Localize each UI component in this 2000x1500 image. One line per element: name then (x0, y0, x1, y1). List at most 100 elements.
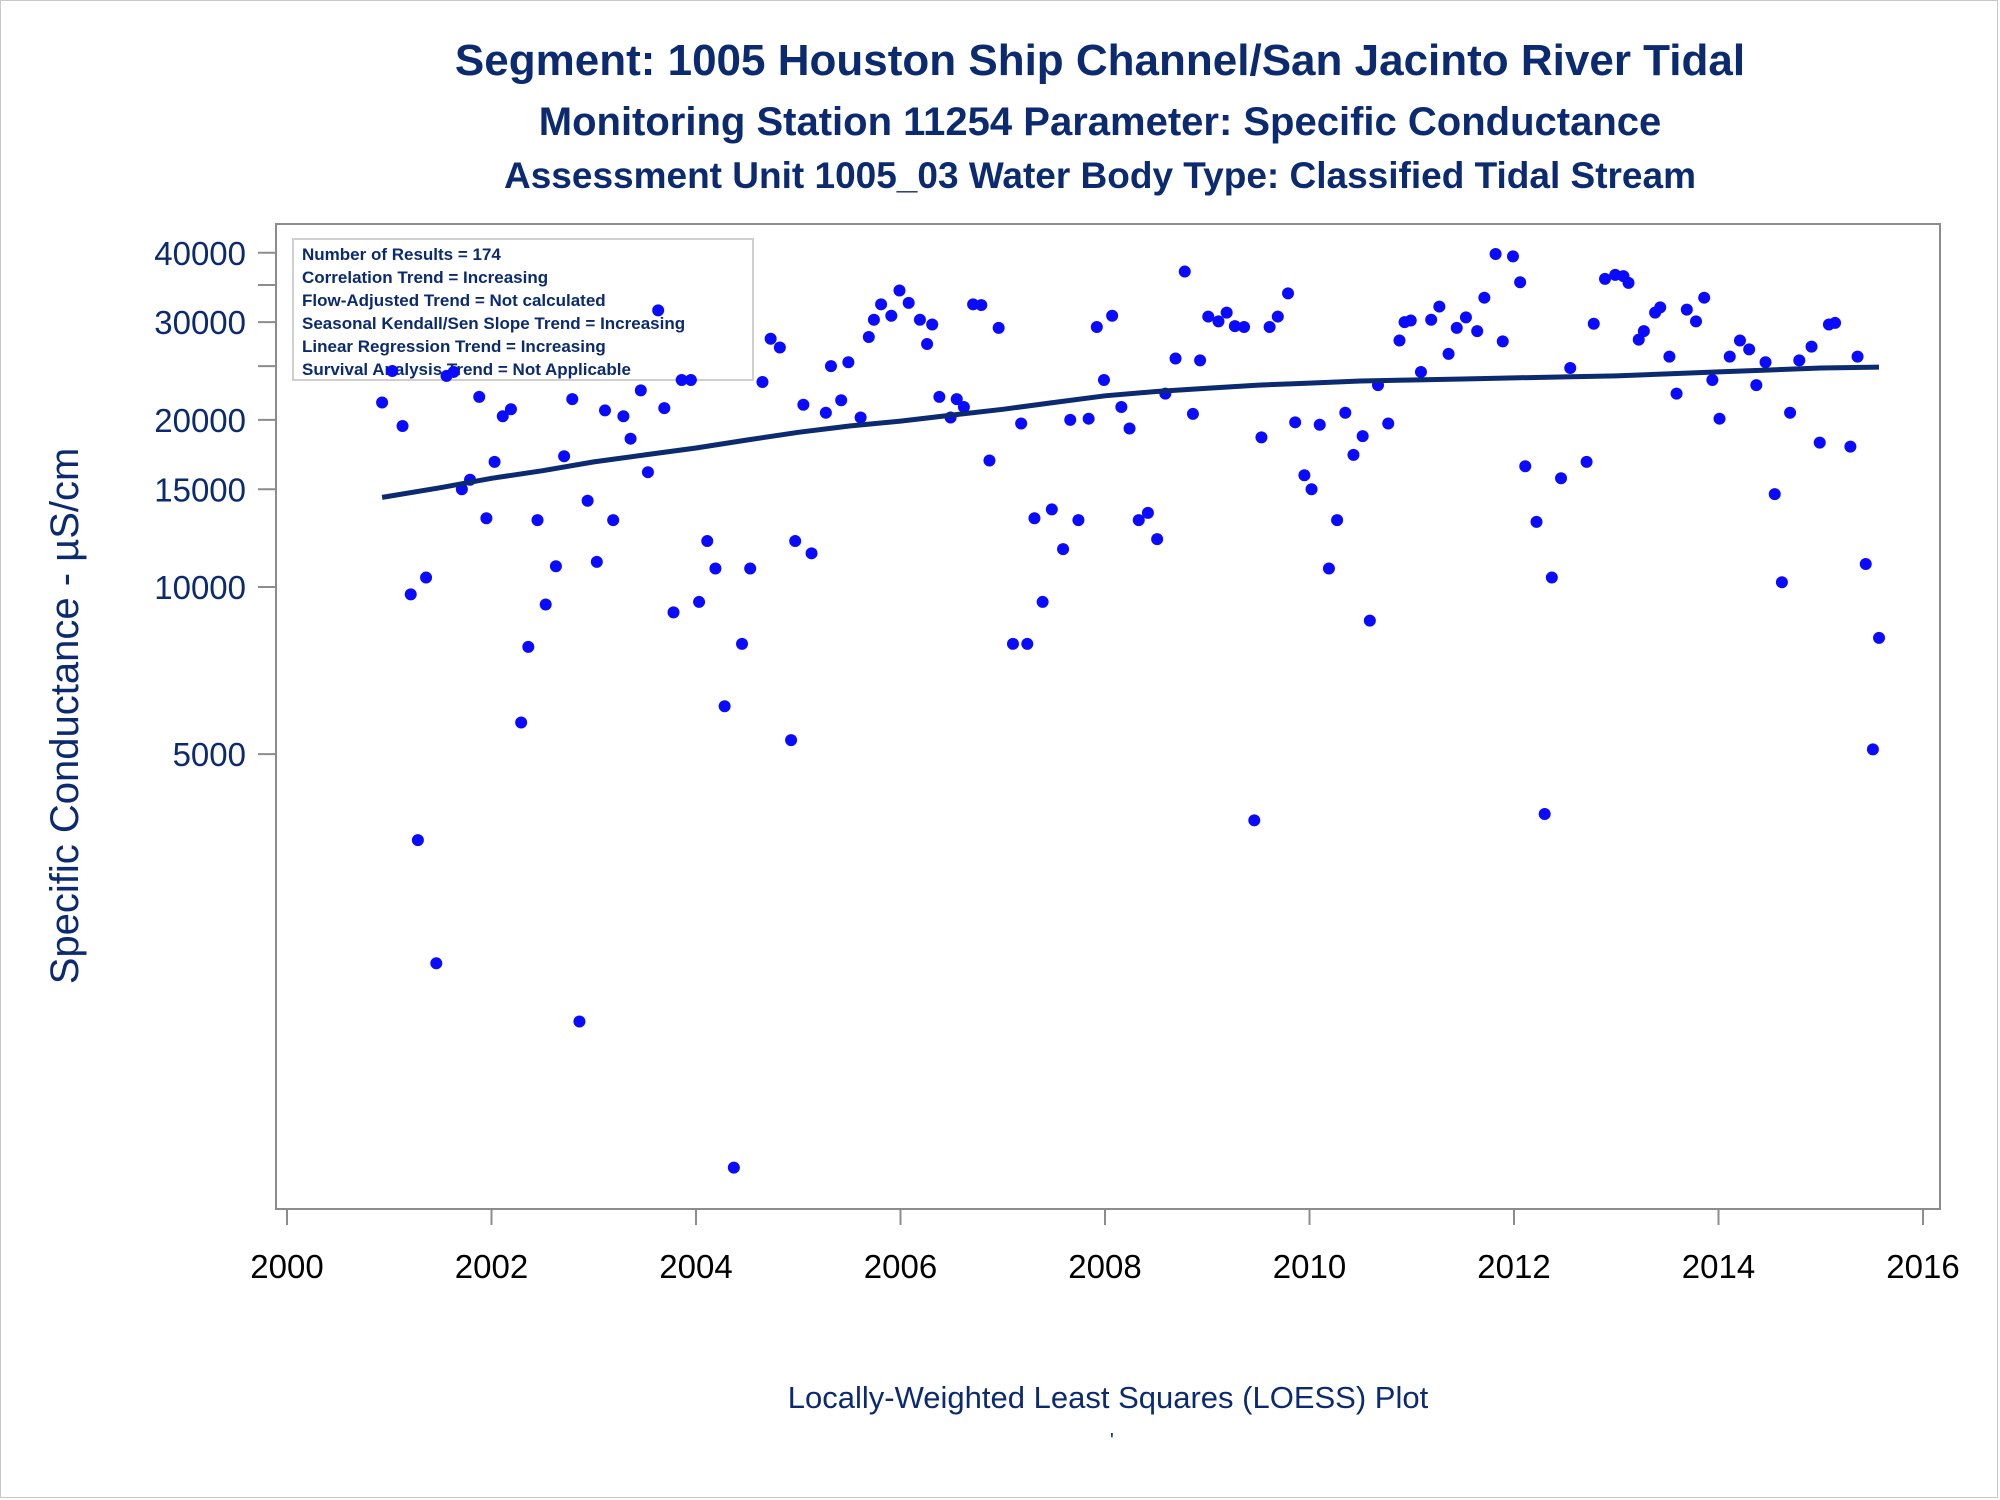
data-point (975, 299, 988, 312)
data-point (1220, 306, 1233, 319)
summary-box-frame (292, 238, 754, 381)
data-point (1289, 416, 1302, 429)
data-point (1305, 483, 1318, 496)
data-point (957, 400, 970, 413)
data-point (1670, 387, 1683, 400)
data-point (396, 419, 409, 432)
data-point (447, 365, 460, 378)
data-point (1263, 320, 1276, 333)
data-point (430, 957, 443, 970)
data-point (1322, 562, 1335, 575)
data-point (1545, 571, 1558, 584)
data-point (1169, 352, 1182, 365)
data-point (531, 514, 544, 527)
data-point (1759, 356, 1772, 369)
data-point (1851, 350, 1864, 363)
data-point (641, 466, 654, 479)
data-point (1599, 272, 1612, 285)
data-point (496, 410, 509, 423)
data-point (736, 637, 749, 650)
data-point (1202, 310, 1215, 323)
data-point (1433, 300, 1446, 313)
data-point (386, 364, 399, 377)
data-point (727, 1161, 740, 1174)
y-axis-label: Specific Conductance - µS/cm (43, 448, 87, 985)
data-point (805, 547, 818, 560)
data-point (709, 562, 722, 575)
x-tick-label: 2000 (250, 1248, 323, 1285)
data-point (1866, 743, 1879, 756)
data-point (549, 560, 562, 573)
data-point (785, 734, 798, 747)
data-point (867, 313, 880, 326)
data-point (1580, 455, 1593, 468)
data-point (1115, 400, 1128, 413)
data-point (1036, 595, 1049, 608)
data-point (854, 411, 867, 424)
data-point (488, 455, 501, 468)
data-point (411, 834, 424, 847)
data-point (983, 454, 996, 467)
summary-line: Linear Regression Trend = Increasing (302, 337, 606, 356)
data-point (1750, 379, 1763, 392)
loess-trend-line (381, 364, 1880, 500)
summary-line: Seasonal Kendall/Sen Slope Trend = Incre… (302, 314, 685, 333)
summary-line: Survival Analysis Trend = Not Applicable (302, 360, 631, 379)
x-tick-label: 2002 (455, 1248, 528, 1285)
data-point (658, 402, 671, 415)
data-point (376, 396, 389, 409)
x-tick-label: 2006 (864, 1248, 937, 1285)
summary-line: Flow-Adjusted Trend = Not calculated (302, 291, 606, 310)
data-point (404, 588, 417, 601)
data-point (950, 393, 963, 406)
data-point (1775, 576, 1788, 589)
data-point (1106, 309, 1119, 322)
data-point (617, 410, 630, 423)
summary-box: Number of Results = 174 Correlation Trend… (292, 238, 754, 381)
data-point (1132, 514, 1145, 527)
data-point (1282, 287, 1295, 300)
data-point (1859, 558, 1872, 571)
data-point (1637, 325, 1650, 338)
data-point (744, 562, 757, 575)
plot-area (275, 223, 1941, 1210)
data-point (1228, 320, 1241, 333)
data-point (1356, 430, 1369, 443)
data-point (1768, 488, 1781, 501)
data-point (1238, 320, 1251, 333)
x-tick-label: 2010 (1273, 1248, 1346, 1285)
data-point (1723, 350, 1736, 363)
data-point (718, 700, 731, 713)
data-point (473, 390, 486, 403)
data-point (1478, 291, 1491, 304)
data-point (1680, 303, 1693, 316)
data-point (607, 514, 620, 527)
data-point (933, 390, 946, 403)
data-point (480, 512, 493, 525)
chart-footnote: Locally-Weighted Least Squares (LOESS) P… (787, 1380, 1429, 1415)
data-point (1496, 335, 1509, 348)
data-point (634, 384, 647, 397)
data-point (1514, 276, 1527, 289)
data-point (1733, 334, 1746, 347)
data-point (1186, 407, 1199, 420)
data-point (1097, 373, 1110, 386)
x-axis: 2000 2002 2004 2006 2008 2010 2012 2014 2016 (250, 1209, 1960, 1285)
y-tick-label: 5000 (173, 736, 246, 773)
data-point (1090, 320, 1103, 333)
data-point (1805, 340, 1818, 353)
data-point (1151, 533, 1164, 546)
data-point (675, 373, 688, 386)
y-tick-label: 15000 (154, 471, 246, 508)
data-point (515, 716, 528, 729)
data-point (558, 450, 571, 463)
data-point (1442, 347, 1455, 360)
data-point (1194, 354, 1207, 367)
data-point (693, 595, 706, 608)
data-point (684, 373, 697, 386)
data-point (1072, 514, 1085, 527)
data-point (1564, 362, 1577, 375)
data-point (1082, 412, 1095, 425)
data-point (1459, 311, 1472, 324)
